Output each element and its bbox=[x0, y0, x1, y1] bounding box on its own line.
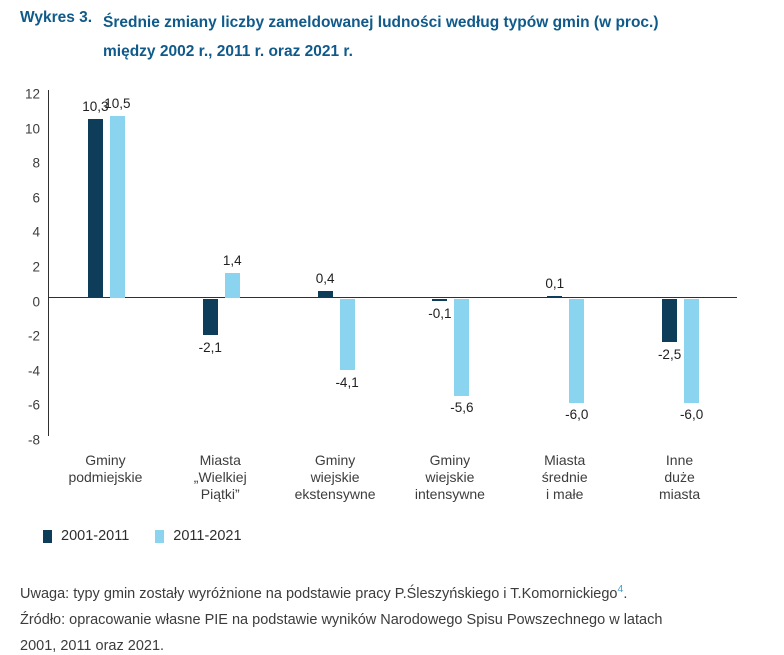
note-uwaga-text: Uwaga: typy gmin zostały wyróżnione na p… bbox=[20, 586, 618, 602]
bar-2011-2021-Inne-duże-miasta bbox=[684, 299, 700, 403]
bar-2011-2021-Gminy-wiejskie-intensywne bbox=[454, 299, 470, 396]
bar-value-label: 10,5 bbox=[104, 95, 131, 111]
bar-value-label: -0,1 bbox=[428, 305, 452, 321]
bar-value-label: 0,1 bbox=[545, 275, 565, 291]
note-zrodlo-line-1: Źródło: opracowanie własne PIE na podsta… bbox=[20, 612, 663, 628]
x-axis-category-labels: Gminy podmiejskie Miasta „Wielkiej Piątki” Gm… bbox=[48, 452, 737, 503]
y-axis-tick-label: -4 bbox=[27, 363, 40, 379]
note-uwaga-period: . bbox=[623, 586, 628, 602]
legend-swatch bbox=[43, 529, 52, 543]
y-axis-tick-label: 8 bbox=[32, 155, 40, 171]
bar-2011-2021-Miasta-„Wielkiej-Piątki” bbox=[224, 273, 240, 298]
footnote-reference-4[interactable]: 4 bbox=[617, 583, 624, 596]
chart-legend: 2001-2011 2011-2021 bbox=[43, 528, 242, 544]
bar-value-label: 0,4 bbox=[315, 270, 335, 286]
bar-value-label: 1,4 bbox=[222, 253, 242, 269]
legend-label: 2001-2011 bbox=[61, 528, 130, 544]
bar-value-label: -6,0 bbox=[679, 407, 704, 423]
y-axis-tick-label: -6 bbox=[27, 397, 40, 413]
bar-value-label: -4,1 bbox=[335, 374, 359, 390]
figure-title-line-2: między 2002 r., 2011 r. oraz 2021 r. bbox=[103, 42, 353, 60]
bar-value-label: -2,5 bbox=[657, 346, 682, 362]
y-axis-tick-label: 2 bbox=[32, 259, 40, 275]
bar-2001-2011-Gminy-wiejskie-intensywne bbox=[432, 299, 448, 302]
figure-title-line-1: Średnie zmiany liczby zameldowanej ludno… bbox=[103, 14, 659, 31]
bar-2001-2011-Miasta-średnie-i małe bbox=[547, 295, 563, 298]
y-axis-tick-label: -2 bbox=[27, 328, 40, 344]
bar-2011-2021-Gminy-wiejskie-ekstensywne bbox=[339, 299, 355, 371]
x-axis-category-label: Gminy wiejskie ekstensywne bbox=[294, 452, 376, 502]
zero-axis-line bbox=[47, 296, 737, 299]
note-zrodlo-line-2: 2001, 2011 oraz 2021. bbox=[20, 638, 165, 654]
bar-2001-2011-Gminy-podmiejskie bbox=[87, 119, 103, 298]
bar-value-label: 10,3 bbox=[82, 99, 109, 115]
bar-value-label: -2,1 bbox=[198, 339, 222, 355]
legend-item-2011-2021: 2011-2021 bbox=[155, 528, 242, 544]
plot-area: 10,3 10,5 -2,1 1,4 0,4 -4,1 -0,1 -5,6 0,1 -6,0 -2,… bbox=[47, 90, 737, 436]
figure-title-text: Średnie zmiany liczby zameldowanej ludno… bbox=[103, 9, 763, 66]
x-axis-category-label: Gminy wiejskie intensywne bbox=[414, 452, 485, 502]
x-axis-category-label: Miasta „Wielkiej Piątki” bbox=[193, 452, 247, 502]
bar-value-label: -5,6 bbox=[450, 400, 474, 416]
y-axis-tick-label: 6 bbox=[32, 190, 40, 206]
x-axis-category-label: Gminy podmiejskie bbox=[68, 452, 143, 485]
figure-notes: Uwaga: typy gmin zostały wyróżnione na p… bbox=[20, 581, 768, 655]
x-axis-category-label: Miasta średnie i małe bbox=[541, 452, 588, 502]
bar-2001-2011-Gminy-wiejskie-ekstensywne bbox=[317, 290, 333, 298]
y-axis-tick-label: 12 bbox=[24, 86, 40, 102]
bar-value-label: -6,0 bbox=[565, 407, 589, 423]
bar-2001-2011-Miasta-„Wielkiej-Piątki” bbox=[202, 299, 218, 336]
legend-item-2001-2011: 2001-2011 bbox=[43, 528, 129, 544]
y-axis-tick-labels: 12 10 8 6 4 2 0 -2 -4 -6 -8 bbox=[0, 86, 40, 448]
bar-2011-2021-Gminy-podmiejskie bbox=[109, 115, 125, 298]
bar-2011-2021-Miasta-średnie-i małe bbox=[569, 299, 585, 403]
y-axis-tick-label: 0 bbox=[32, 294, 40, 310]
y-axis-tick-label: 4 bbox=[32, 224, 40, 240]
legend-swatch bbox=[155, 529, 165, 543]
bar-2001-2011-Inne-duże-miasta bbox=[662, 299, 678, 343]
x-axis-category-label: Inne duże miasta bbox=[658, 452, 701, 502]
legend-label: 2011-2021 bbox=[173, 528, 242, 544]
y-axis-tick-label: -8 bbox=[27, 432, 40, 448]
y-axis-tick-label: 10 bbox=[24, 121, 40, 137]
figure-number: Wykres 3. bbox=[20, 9, 93, 26]
note-uwaga: Uwaga: typy gmin zostały wyróżnione na p… bbox=[20, 581, 768, 607]
